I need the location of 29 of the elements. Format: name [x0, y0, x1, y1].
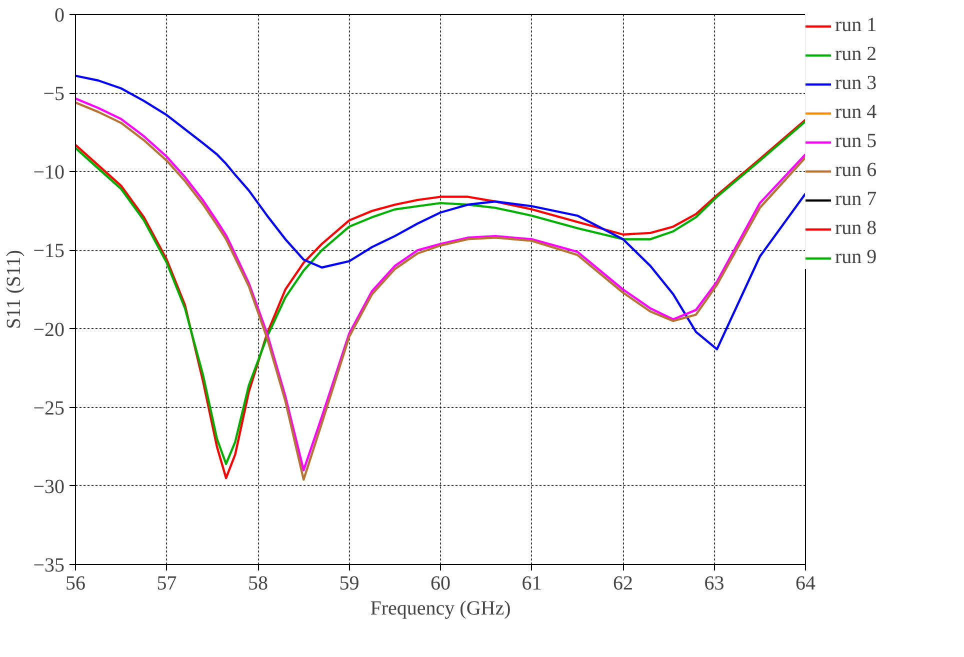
y-tick-label: −30: [33, 476, 64, 498]
legend-label: run 2: [835, 43, 877, 66]
x-tick-label: 62: [613, 572, 633, 594]
legend-label: run 1: [835, 14, 877, 37]
y-tick-label: −15: [33, 240, 64, 262]
y-tick-label: −20: [33, 318, 64, 341]
legend-label: run 8: [835, 217, 877, 240]
x-axis-title: Frequency (GHz): [370, 598, 511, 620]
legend-label: run 6: [835, 159, 877, 182]
y-tick-label: 0: [54, 4, 64, 26]
x-tick-label: 61: [522, 572, 542, 594]
x-tick-label: 59: [339, 572, 360, 594]
legend-label: run 9: [835, 246, 877, 269]
x-tick-label: 60: [430, 572, 450, 594]
legend-label: run 3: [835, 72, 877, 95]
x-tick-label: 57: [156, 572, 177, 594]
y-tick-label: −10: [33, 162, 64, 184]
y-axis-title: S11 (S11): [3, 250, 26, 330]
y-tick-label: −5: [43, 83, 64, 106]
y-tick-label: −35: [33, 554, 64, 576]
x-tick-label: 63: [704, 572, 724, 594]
line-series: [76, 74, 806, 350]
y-tick-label: −25: [33, 397, 64, 420]
legend-label: run 4: [835, 101, 877, 124]
x-tick-label: 58: [248, 572, 268, 594]
legend-label: run 7: [835, 188, 877, 211]
x-tick-label: 56: [66, 572, 86, 594]
x-tick-label: 64: [796, 572, 816, 594]
legend-label: run 5: [835, 130, 877, 153]
